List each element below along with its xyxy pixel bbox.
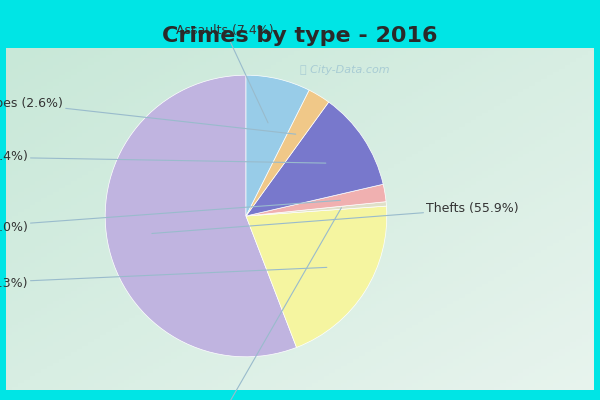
Wedge shape — [246, 184, 386, 216]
Text: Arson (0.5%): Arson (0.5%) — [184, 208, 341, 400]
Text: ⓘ City-Data.com: ⓘ City-Data.com — [300, 65, 389, 75]
Text: Rapes (2.6%): Rapes (2.6%) — [0, 97, 296, 134]
Text: Robberies (2.0%): Robberies (2.0%) — [0, 200, 340, 234]
Text: Auto thefts (20.3%): Auto thefts (20.3%) — [0, 267, 327, 290]
Wedge shape — [105, 75, 296, 357]
Text: Thefts (55.9%): Thefts (55.9%) — [152, 202, 519, 234]
Wedge shape — [246, 90, 329, 216]
Text: Burglaries (11.4%): Burglaries (11.4%) — [0, 150, 326, 163]
Wedge shape — [246, 102, 383, 216]
Text: Assaults (7.4%): Assaults (7.4%) — [176, 24, 274, 123]
Wedge shape — [246, 202, 386, 216]
Wedge shape — [246, 75, 309, 216]
Text: Crimes by type - 2016: Crimes by type - 2016 — [162, 26, 438, 46]
Wedge shape — [246, 206, 387, 348]
